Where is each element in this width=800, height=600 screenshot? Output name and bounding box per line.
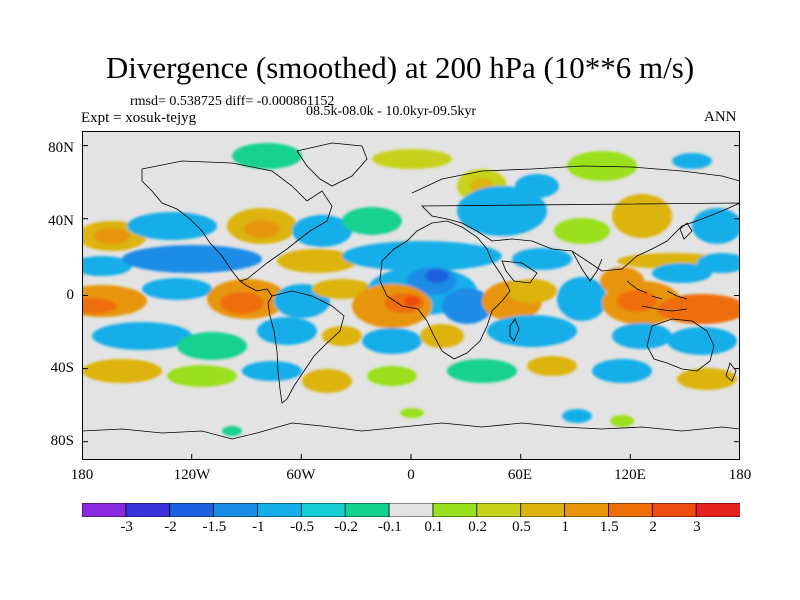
axis-ticks <box>82 145 740 460</box>
season-label: ANN <box>704 109 737 125</box>
lat-label-0: 0 <box>66 287 75 303</box>
lon-label-180w: 180 <box>70 467 94 483</box>
colorbar-label: -0.1 <box>378 519 402 535</box>
colorbar-label: 2 <box>649 519 657 535</box>
lat-label-80n: 80N <box>48 140 74 156</box>
divergence-field <box>82 143 740 436</box>
colorbar-swatch <box>344 503 390 517</box>
colorbar-swatch <box>213 503 259 517</box>
colorbar-label: 1.5 <box>599 519 619 535</box>
colorbar-swatch <box>476 503 522 517</box>
colorbar-label: 0.1 <box>424 519 444 535</box>
lat-label-40s: 40S <box>50 360 74 376</box>
colorbar-label: -0.5 <box>290 519 314 535</box>
lon-label-120w: 120W <box>173 467 211 483</box>
chart-title: Divergence (smoothed) at 200 hPa (10**6 … <box>105 50 695 85</box>
colorbar-label: -3 <box>120 519 133 535</box>
colorbar-label: 0.2 <box>468 519 487 535</box>
lon-label-60e: 60E <box>507 467 533 483</box>
divergence-map <box>82 131 740 460</box>
colorbar-swatch <box>257 503 303 517</box>
colorbar-label: 0.5 <box>512 519 531 535</box>
colorbar-swatch <box>564 503 610 517</box>
experiment-label: Expt = xosuk-tejyg <box>81 110 197 126</box>
stats-text: rmsd= 0.538725 diff= -0.000861152 <box>130 94 335 109</box>
colorbar-swatch <box>651 503 697 517</box>
colorbar-swatch <box>695 503 740 517</box>
colorbar-swatch <box>82 503 127 517</box>
colorbar-swatch <box>388 503 434 517</box>
lon-label-120e: 120E <box>614 467 646 483</box>
lat-label-80s: 80S <box>50 433 74 449</box>
lon-label-0: 0 <box>407 467 415 483</box>
colorbar-label: -1.5 <box>202 519 227 535</box>
colorbar-swatch <box>300 503 346 517</box>
lat-label-40n: 40N <box>48 213 74 229</box>
coastlines <box>82 142 740 440</box>
colorbar-label: 1 <box>561 519 570 535</box>
colorbar-label: -0.2 <box>334 519 358 535</box>
colorbar-label: -2 <box>164 519 177 535</box>
colorbar-swatch <box>432 503 478 517</box>
colorbar <box>82 503 740 517</box>
colorbar-swatch <box>608 503 653 517</box>
lon-label-60w: 60W <box>286 467 316 483</box>
colorbar-label: 3 <box>693 519 701 535</box>
colorbar-label: -1 <box>252 519 265 535</box>
colorbar-swatch <box>520 503 566 517</box>
period-label: 08.5k-08.0k - 10.0kyr-09.5kyr <box>306 104 477 119</box>
lon-label-180e: 180 <box>728 467 752 483</box>
colorbar-swatch <box>169 503 215 517</box>
colorbar-swatch <box>125 503 171 517</box>
